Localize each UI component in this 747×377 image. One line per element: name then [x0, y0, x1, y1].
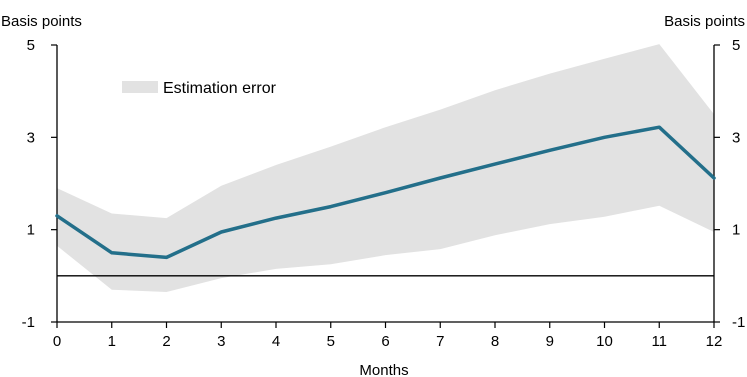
estimation-error-band — [57, 44, 714, 292]
legend: Estimation error — [122, 80, 277, 97]
y-tick-label-right: 1 — [732, 222, 740, 239]
y-tick-label-right: 3 — [732, 129, 740, 146]
x-tick-label: 4 — [272, 333, 280, 350]
x-tick-label: 5 — [327, 333, 335, 350]
series-line — [55, 125, 716, 260]
x-tick-label: 1 — [108, 333, 116, 350]
x-tick-label: 8 — [491, 333, 499, 350]
legend-label: Estimation error — [163, 80, 277, 97]
y-tick-label-left: 3 — [27, 129, 35, 146]
y-axis-title-right: Basis points — [664, 13, 745, 30]
y-tick-label-left: 5 — [27, 37, 35, 54]
x-axis-title: Months — [359, 362, 408, 377]
x-tick-label: 6 — [381, 333, 389, 350]
x-tick-label: 9 — [546, 333, 554, 350]
x-tick-label: 3 — [217, 333, 225, 350]
x-tick-label: 11 — [651, 333, 667, 350]
x-tick-label: 7 — [436, 333, 444, 350]
y-tick-label-left: -1 — [22, 314, 35, 331]
legend-swatch — [122, 81, 158, 93]
x-tick-label: 10 — [596, 333, 613, 350]
series-layer — [55, 125, 716, 260]
x-tick-label: 2 — [162, 333, 170, 350]
y-tick-label-left: 1 — [27, 222, 35, 239]
tick-layer: -1 -11 13 35 50 1 2 3 4 5 6 7 8 9 10 11 12 — [22, 37, 746, 350]
x-tick-label: 12 — [706, 333, 723, 350]
y-tick-label-right: 5 — [732, 37, 740, 54]
x-tick-label: 0 — [53, 333, 61, 350]
y-tick-label-right: -1 — [732, 314, 745, 331]
y-axis-title-left: Basis points — [1, 13, 82, 30]
band-layer — [57, 44, 714, 292]
